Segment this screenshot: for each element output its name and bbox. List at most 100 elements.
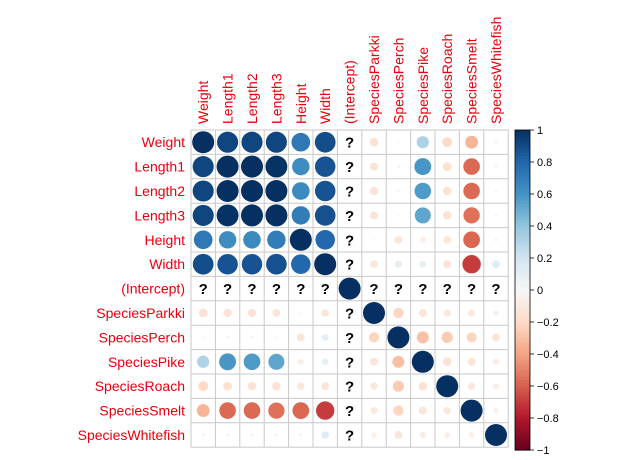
- column-label-4: Height: [293, 83, 309, 124]
- cell-1-7: [369, 162, 379, 171]
- cell-5-7: [370, 260, 378, 269]
- cell-3-1: [216, 204, 239, 227]
- column-label-7: SpeciesParkki: [366, 35, 382, 124]
- colorbar-tick-label-7: −0.4: [537, 349, 559, 361]
- cell-5-0: [192, 253, 214, 275]
- cell-10-11: [467, 382, 476, 390]
- cell-missing-0-6: ?: [345, 135, 354, 152]
- grid: [190, 129, 509, 448]
- cell-12-10: [444, 432, 451, 438]
- cell-1-0: [192, 156, 214, 178]
- cell-missing-3-6: ?: [345, 208, 354, 225]
- colorbar-segment: [515, 379, 530, 384]
- cell-12-3: [274, 433, 278, 437]
- cell-missing-7-6: ?: [345, 306, 354, 323]
- cell-5-1: [217, 253, 238, 275]
- cell-missing-6-1: ?: [223, 281, 232, 298]
- cell-12-2: [250, 433, 254, 437]
- cell-1-10: [442, 162, 452, 172]
- row-label-8: SpeciesPerch: [99, 329, 185, 345]
- cell-8-1: [226, 335, 230, 339]
- cell-5-4: [291, 254, 311, 274]
- cell-missing-11-6: ?: [345, 403, 354, 420]
- cell-7-0: [198, 308, 208, 318]
- cell-missing-4-6: ?: [345, 232, 354, 249]
- colorbar-segment: [515, 274, 530, 278]
- colorbar-segment: [515, 133, 530, 137]
- cell-missing-6-0: ?: [199, 281, 208, 298]
- cell-8-0: [202, 336, 205, 339]
- row-label-1: Length1: [134, 159, 185, 175]
- column-label-5: Width: [317, 88, 333, 124]
- cell-11-9: [418, 406, 427, 415]
- cell-6-6: [338, 277, 361, 300]
- cell-missing-5-6: ?: [345, 257, 354, 274]
- cell-10-0: [198, 381, 209, 392]
- colorbar-segment: [515, 363, 530, 368]
- colorbar-segment: [515, 158, 530, 163]
- colorbar-segment: [515, 200, 530, 205]
- colorbar-segment: [515, 309, 530, 313]
- cell-9-3: [268, 353, 285, 370]
- colorbar-tick-label-5: 0: [537, 285, 543, 297]
- cell-0-0: [192, 131, 215, 154]
- cell-11-1: [219, 402, 236, 419]
- row-label-10: SpeciesRoach: [95, 378, 185, 394]
- colorbar-segment: [515, 261, 530, 265]
- cell-12-5: [321, 431, 330, 439]
- cell-10-4: [296, 382, 305, 391]
- cell-9-8: [392, 355, 405, 368]
- colorbar-segment: [515, 386, 530, 390]
- row-label-5: Width: [149, 256, 185, 272]
- cell-missing-6-2: ?: [247, 281, 256, 298]
- cell-1-8: [396, 165, 400, 169]
- colorbar-segment: [515, 430, 530, 435]
- cell-12-7: [371, 432, 377, 438]
- cell-5-8: [394, 260, 402, 268]
- cell-0-3: [265, 131, 287, 153]
- colorbar-tick-label-3: 0.4: [537, 221, 552, 233]
- colorbar-segment: [515, 389, 530, 393]
- cell-11-10: [443, 406, 451, 415]
- colorbar-segment: [515, 152, 530, 157]
- cell-missing-6-8: ?: [394, 281, 403, 298]
- cell-missing-8-6: ?: [345, 330, 354, 347]
- cell-9-0: [197, 355, 210, 368]
- row-label-0: Weight: [142, 134, 185, 150]
- cell-1-1: [216, 155, 239, 178]
- cell-3-5: [314, 205, 336, 226]
- colorbar-segment: [515, 427, 530, 432]
- cell-1-4: [292, 157, 310, 176]
- cell-5-5: [314, 253, 337, 276]
- colorbar-segment: [515, 190, 530, 195]
- cell-missing-12-6: ?: [345, 428, 354, 445]
- column-label-2: Length2: [244, 73, 260, 124]
- cell-12-11: [468, 432, 475, 438]
- cell-4-10: [443, 235, 452, 244]
- cell-0-7: [369, 137, 379, 147]
- colorbar-segment: [515, 235, 530, 240]
- column-label-9: SpeciesPike: [415, 47, 431, 124]
- colorbar-segment: [515, 226, 530, 230]
- colorbar-segment: [515, 206, 530, 211]
- cell-3-12: [494, 213, 498, 217]
- colorbar-segment: [515, 299, 530, 304]
- colorbar-segment: [515, 443, 530, 448]
- cell-2-0: [192, 180, 214, 202]
- colorbar-tick-label-0: 1: [537, 125, 543, 137]
- cell-3-7: [370, 211, 378, 220]
- cell-1-5: [314, 156, 336, 177]
- cell-3-0: [192, 204, 214, 226]
- cell-12-4: [299, 433, 303, 437]
- colorbar-segment: [515, 293, 530, 297]
- cell-0-2: [241, 131, 263, 153]
- cell-8-9: [416, 331, 429, 344]
- cell-9-10: [442, 357, 452, 367]
- cell-9-11: [467, 357, 476, 366]
- cell-0-4: [291, 132, 311, 152]
- cell-7-4: [299, 311, 302, 315]
- colorbar-segment: [515, 248, 530, 253]
- colorbar-segment: [515, 162, 530, 166]
- colorbar-segment: [515, 229, 530, 233]
- cell-2-1: [216, 180, 239, 202]
